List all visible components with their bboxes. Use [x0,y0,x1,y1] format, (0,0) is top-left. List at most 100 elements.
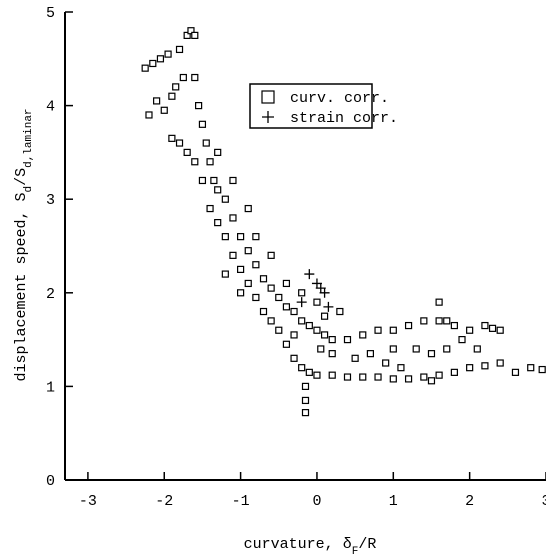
data-point [244,247,252,255]
data-point [259,275,268,283]
x-tick-label: 2 [465,493,474,510]
data-point [160,106,168,114]
data-point [237,265,245,273]
y-axis-label-part: /S [13,168,30,186]
y-axis-label-part: d [23,186,35,193]
data-point [275,293,283,302]
data-point [328,371,336,379]
data-point [191,158,199,166]
x-axis-label-part: F [352,546,359,558]
data-point [450,368,458,376]
data-point [374,326,382,334]
data-point [191,73,199,82]
data-point [168,134,176,142]
data-point [252,233,260,241]
data-point [282,340,291,348]
data-point [427,350,436,358]
data-point [221,270,229,278]
data-point [153,97,161,105]
data-point [214,219,222,227]
data-point [290,331,298,339]
data-point [320,312,329,320]
data-point [198,120,207,128]
data-point [389,326,397,334]
data-point [313,371,321,379]
data-point [320,331,329,339]
data-point [443,317,451,325]
data-point [191,31,199,40]
data-point [511,368,520,376]
data-point [427,377,436,385]
legend-marker [261,90,275,104]
data-point [175,139,184,147]
x-axis-label-part: curvature, δ [244,536,352,553]
data-point [481,362,489,370]
data-point [496,359,504,367]
y-axis-label-part: displacement speed, S [13,193,30,382]
data-point [237,233,245,241]
data-point [229,214,237,222]
data-point [313,326,321,334]
data-point [221,233,229,241]
data-point [237,289,245,297]
data-point [298,317,306,325]
data-point [175,45,184,54]
data-point [466,326,474,334]
data-point [229,251,237,259]
y-axis-label: displacement speed, Sd/Sd,laminar [13,108,35,381]
data-point [252,261,260,269]
data-point [443,345,451,353]
x-tick-label: 0 [312,493,321,510]
data-point [301,396,310,405]
data-point [420,373,428,381]
data-point [538,365,546,374]
data-point [198,176,207,185]
data-point [435,371,443,379]
data-point [290,354,298,362]
y-axis-label-part: d,laminar [23,108,35,167]
data-point [298,364,306,372]
data-point [496,326,504,334]
data-point [290,307,298,316]
legend-marker [262,111,274,123]
y-tick-label: 5 [46,5,55,22]
data-point [301,409,310,417]
legend-label: curv. corr. [290,90,389,107]
data-point [319,287,330,298]
data-point [359,373,367,381]
y-tick-label: 3 [46,192,55,209]
data-point [343,336,352,344]
data-point [275,326,283,334]
x-tick-label: 1 [389,493,398,510]
data-point [389,375,397,383]
data-point [214,148,222,156]
data-point [305,368,313,376]
data-point [244,279,252,288]
data-point [267,317,275,325]
data-point [527,364,535,372]
data-point [282,303,291,311]
data-point [298,289,306,297]
data-point [149,59,157,68]
data-point [450,321,458,330]
data-point [420,317,428,325]
y-tick-label: 1 [46,379,55,396]
data-point [206,204,214,213]
data-point [328,350,336,358]
data-point [458,336,466,344]
data-point [229,176,237,185]
data-point [466,364,474,372]
data-point [187,27,195,35]
data-point [164,50,172,58]
data-point [336,307,344,316]
y-tick-label: 0 [46,473,55,490]
data-point [323,301,334,312]
data-point [404,375,413,383]
data-point [210,176,218,185]
x-tick-label: 3 [541,493,546,510]
x-tick-label: -3 [79,493,97,510]
data-point [382,359,390,367]
data-point [267,284,275,292]
data-point [282,279,291,288]
